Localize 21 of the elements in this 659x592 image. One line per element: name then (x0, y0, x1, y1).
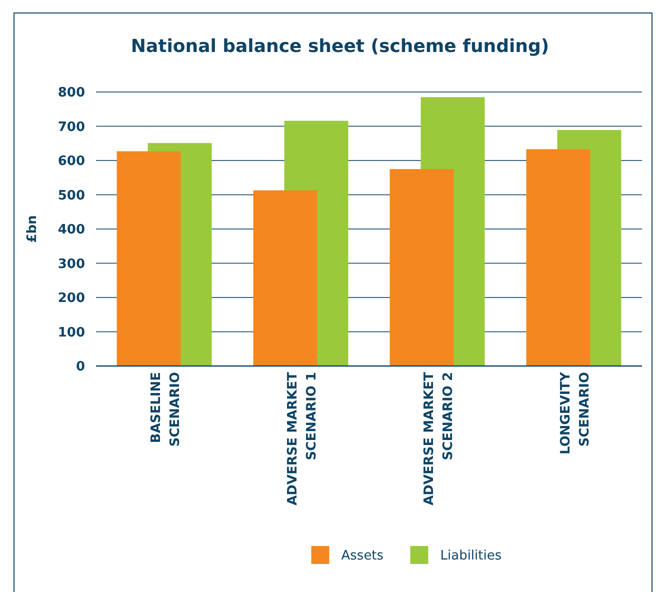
y-tick-label: 200 (58, 291, 85, 306)
chart-title: National balance sheet (scheme funding) (130, 36, 550, 57)
y-tick-label: 100 (58, 325, 85, 340)
y-tick-label: 600 (58, 154, 85, 170)
x-tick-label: ADVERSE MARKET SCENARIO 2 (422, 372, 456, 506)
bar (390, 169, 454, 366)
y-axis-title: £bn (25, 215, 40, 243)
y-tick-label: 400 (58, 222, 85, 238)
legend-label: Liabilities (440, 548, 502, 564)
bar (116, 151, 181, 366)
y-tick-label: 300 (58, 256, 85, 272)
legend-label: Assets (341, 548, 384, 564)
bar (526, 149, 590, 366)
x-tick-label: BASELINE SCENARIO (148, 372, 183, 447)
x-tick-label: ADVERSE MARKET SCENARIO 1 (285, 372, 320, 506)
y-tick-label: 800 (58, 86, 85, 101)
y-tick-label: 0 (76, 360, 85, 375)
x-tick-label: LONGEVITY SCENARIO (558, 371, 592, 454)
y-tick-label: 700 (58, 120, 85, 135)
bar (253, 190, 318, 366)
y-tick-label: 500 (58, 188, 85, 204)
